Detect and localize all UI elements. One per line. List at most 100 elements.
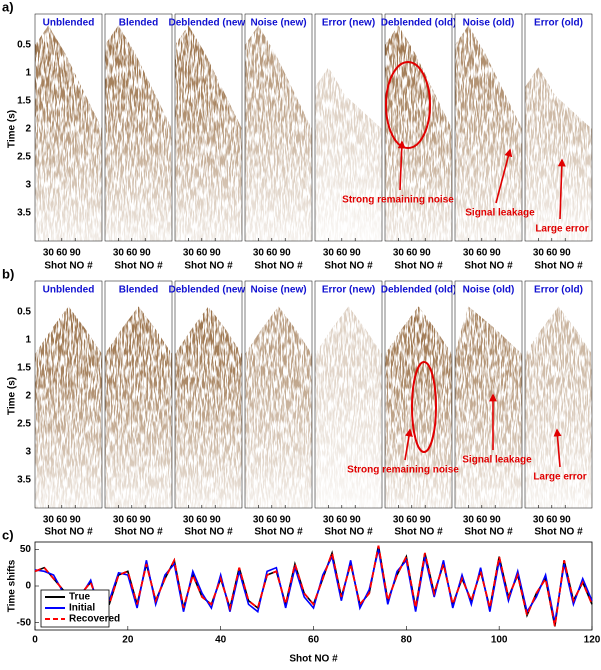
y-tick-label: 2 — [25, 124, 31, 135]
annotation-arrow — [397, 140, 406, 191]
x-tick-label: 40 — [215, 635, 227, 646]
x-tick-label: 30 — [393, 248, 405, 259]
y-tick-label: -50 — [17, 617, 32, 628]
seismic-texture — [175, 281, 242, 508]
annotation: Signal leakage — [465, 208, 535, 219]
frame — [174, 13, 243, 242]
noise — [245, 14, 312, 241]
x-tick-label: 30 — [323, 248, 335, 259]
y-tick-label: 2 — [25, 391, 31, 402]
x-axis-label: Shot NO # — [534, 261, 583, 272]
frame — [244, 13, 313, 242]
seismic-texture — [105, 14, 172, 241]
noise — [315, 14, 382, 241]
x-tick-label: 60 — [336, 248, 348, 259]
frame — [314, 280, 383, 509]
x-axis-label: Shot NO # — [324, 527, 373, 538]
x-tick-label: 60 — [406, 248, 418, 259]
x-tick-label: 30 — [463, 515, 475, 526]
x-tick-label: 60 — [196, 248, 208, 259]
y-tick-label: 2.5 — [17, 152, 31, 163]
x-axis-label: Shot NO # — [114, 261, 163, 272]
frame — [174, 280, 243, 509]
legend-label: True — [69, 592, 91, 603]
seismic-texture — [385, 14, 452, 241]
y-tick-label: 3 — [25, 447, 31, 458]
x-axis-label: Shot NO # — [464, 527, 513, 538]
noise — [455, 281, 522, 508]
x-tick-label: 90 — [560, 248, 572, 259]
subpanel-title: Deblended (old) — [381, 285, 457, 296]
x-tick-label: 90 — [70, 515, 82, 526]
x-tick-label: 90 — [420, 515, 432, 526]
x-tick-label: 90 — [490, 248, 502, 259]
subpanel-title: Blended — [119, 285, 158, 296]
frame — [524, 280, 593, 509]
x-axis-label: Shot NO # — [184, 261, 233, 272]
x-tick-label: 60 — [546, 515, 558, 526]
y-tick-label: 3.5 — [17, 208, 31, 219]
subpanel-title: Noise (old) — [463, 18, 515, 29]
panel-label: b) — [2, 266, 14, 281]
panel-label: c) — [2, 527, 14, 542]
series-line — [34, 545, 593, 627]
x-tick-label: 90 — [280, 248, 292, 259]
annotation-arrow — [557, 158, 566, 220]
x-tick-label: 30 — [533, 248, 545, 259]
frame — [34, 13, 103, 242]
seismic-texture — [35, 281, 102, 508]
x-tick-label: 0 — [32, 635, 38, 646]
annotation: Strong remaining noise — [342, 195, 454, 206]
x-tick-label: 90 — [420, 248, 432, 259]
x-axis-label: Shot NO # — [184, 527, 233, 538]
x-axis-label: Shot NO # — [254, 261, 303, 272]
x-axis-label: Shot NO # — [44, 261, 93, 272]
frame — [384, 280, 453, 509]
x-tick-label: 60 — [126, 515, 138, 526]
x-axis-label: Shot NO # — [464, 261, 513, 272]
subpanel-title: Error (old) — [534, 285, 583, 296]
noise — [315, 281, 382, 508]
x-tick-label: 60 — [476, 515, 488, 526]
y-tick-label: 0.5 — [17, 40, 31, 51]
panel-label: a) — [2, 0, 14, 14]
x-tick-label: 30 — [253, 248, 265, 259]
annotation: Signal leakage — [462, 455, 532, 466]
x-tick-label: 100 — [491, 635, 508, 646]
highlight-ellipse — [385, 61, 431, 149]
x-tick-label: 30 — [113, 248, 125, 259]
annotation: Large error — [533, 472, 586, 483]
x-tick-label: 60 — [196, 515, 208, 526]
y-tick-label: 0.5 — [17, 307, 31, 318]
y-axis-label: Time (s) — [7, 110, 18, 148]
x-tick-label: 20 — [122, 635, 134, 646]
subpanel-title: Blended — [119, 18, 158, 29]
noise — [105, 281, 172, 508]
subpanel-title: Deblended (new) — [168, 18, 248, 29]
x-tick-label: 60 — [406, 515, 418, 526]
noise — [175, 281, 242, 508]
seismic-texture — [35, 14, 102, 241]
subpanel-title: Deblended (old) — [381, 18, 457, 29]
frame — [314, 13, 383, 242]
seismic-texture — [105, 281, 172, 508]
x-tick-label: 60 — [336, 515, 348, 526]
x-axis-label: Shot NO # — [324, 261, 373, 272]
x-axis-label: Shot NO # — [254, 527, 303, 538]
frame — [244, 280, 313, 509]
frame — [34, 280, 103, 509]
seismic-texture — [455, 14, 522, 241]
x-axis-label: Shot NO # — [114, 527, 163, 538]
noise — [455, 14, 522, 241]
x-tick-label: 90 — [140, 515, 152, 526]
x-tick-label: 60 — [476, 248, 488, 259]
x-axis-label: Shot NO # — [534, 527, 583, 538]
seismic-texture — [525, 281, 592, 508]
x-tick-label: 120 — [584, 635, 601, 646]
x-tick-label: 60 — [266, 515, 278, 526]
x-axis-label: Shot NO # — [394, 527, 443, 538]
noise — [35, 281, 102, 508]
y-tick-label: 1.5 — [17, 96, 31, 107]
